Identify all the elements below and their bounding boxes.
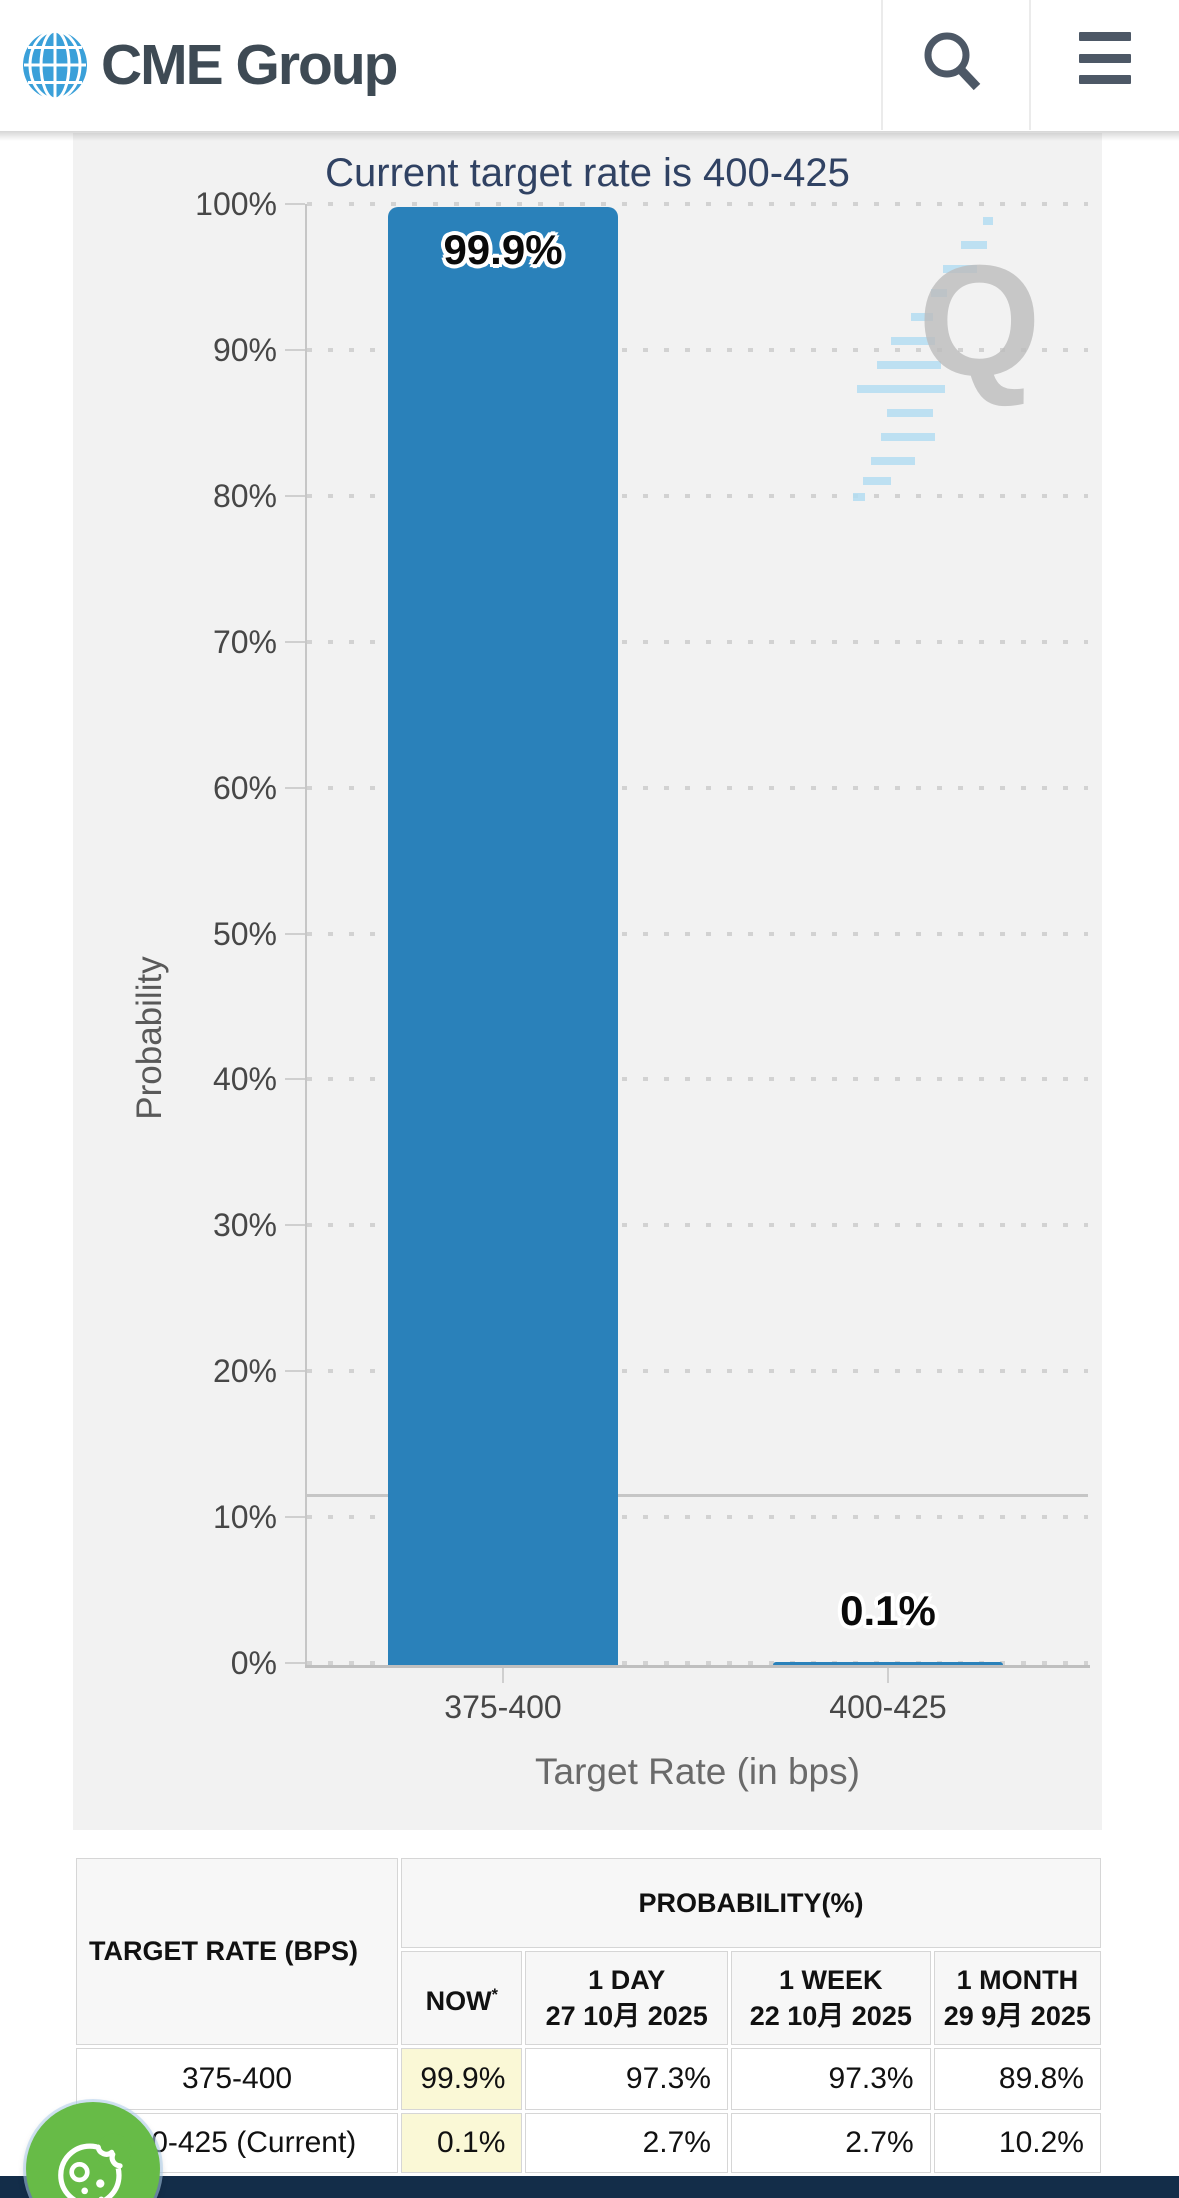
- rate-range-cell: 375-400: [76, 2048, 399, 2110]
- globe-icon: [23, 30, 87, 100]
- column-header-now: NOW*: [401, 1951, 523, 2045]
- bar-375-400[interactable]: [388, 207, 618, 1665]
- column-label: NOW: [425, 1986, 492, 2016]
- y-tick-label: 30%: [212, 1207, 277, 1244]
- column-header-1week: 1 WEEK 22 10月 2025: [730, 1951, 931, 2045]
- column-label: 1 MONTH: [956, 1965, 1079, 1995]
- x-axis-tick: [502, 1668, 504, 1683]
- column-label: 1 WEEK: [779, 1965, 883, 1995]
- y-gridline: [307, 1661, 1088, 1665]
- y-tick-label: 80%: [212, 477, 277, 514]
- table-header-probability: PROBABILITY(%): [401, 1858, 1101, 1948]
- y-axis-tick: [285, 1662, 305, 1664]
- x-category-label: 375-400: [444, 1689, 562, 1725]
- header-shadow: [0, 131, 1179, 141]
- probability-1week-cell: 97.3%: [730, 2048, 931, 2110]
- y-axis-tick: [285, 640, 305, 643]
- y-axis-tick: [285, 1224, 305, 1227]
- menu-button[interactable]: [1072, 28, 1138, 88]
- y-tick-label: 10%: [212, 1499, 277, 1536]
- y-axis-tick: [285, 932, 305, 935]
- app-header: CME Group: [0, 0, 1179, 131]
- y-gridline: [307, 202, 1088, 206]
- y-gridline: [307, 347, 1088, 352]
- search-button[interactable]: [905, 8, 1005, 122]
- bar-value-label: 0.1%: [840, 1587, 936, 1634]
- y-gridline: [307, 1369, 1088, 1374]
- y-tick-label: 100%: [195, 186, 277, 222]
- y-gridline: [307, 785, 1088, 790]
- probability-chart-panel: Current target rate is 400-425 Q: [73, 133, 1102, 1830]
- column-label: 1 DAY: [588, 1965, 666, 1995]
- table-row: 400-425 (Current) 0.1% 2.7% 2.7% 10.2%: [76, 2113, 1101, 2173]
- y-tick-label: 50%: [212, 915, 277, 952]
- y-axis-title: Probability: [130, 956, 169, 1120]
- plot-area: 99.9% 0.1%: [285, 202, 1090, 1683]
- x-axis-tick: [887, 1668, 889, 1683]
- x-category-label: 400-425: [829, 1689, 947, 1725]
- y-axis-tick: [285, 494, 305, 497]
- table-row: 375-400 99.9% 97.3% 97.3% 89.8%: [76, 2048, 1101, 2110]
- y-gridline: [307, 931, 1088, 936]
- x-axis-title: Target Rate (in bps): [535, 1751, 860, 1792]
- column-header-1day: 1 DAY 27 10月 2025: [525, 1951, 728, 2045]
- y-tick-label: 70%: [212, 623, 277, 660]
- column-date: 27 10月 2025: [545, 2001, 708, 2031]
- probability-now-cell: 0.1%: [401, 2113, 523, 2173]
- y-gridline: [307, 493, 1088, 498]
- y-tick-label: 20%: [212, 1353, 277, 1390]
- cookie-consent-widget[interactable]: [26, 2102, 160, 2198]
- probability-1month-cell: 10.2%: [933, 2113, 1101, 2173]
- hamburger-icon: [1079, 32, 1131, 41]
- y-gridline: [307, 1077, 1088, 1082]
- cookie-icon: [58, 2133, 132, 2198]
- y-tick-label: 90%: [212, 331, 277, 368]
- probability-1day-cell: 97.3%: [525, 2048, 728, 2110]
- probability-1month-cell: 89.8%: [933, 2048, 1101, 2110]
- cme-group-logo[interactable]: CME Group: [22, 18, 398, 112]
- y-axis-tick: [285, 786, 305, 789]
- hamburger-icon: [1079, 53, 1131, 63]
- y-gridline: [307, 639, 1088, 644]
- column-date: 22 10月 2025: [749, 2001, 912, 2031]
- table-header-target-rate: TARGET RATE (BPS): [76, 1858, 399, 2045]
- header-divider: [1029, 0, 1031, 130]
- y-axis-tick: [285, 203, 305, 205]
- y-axis-tick: [285, 348, 305, 351]
- now-asterisk: *: [491, 1986, 498, 2004]
- search-icon: [924, 32, 981, 91]
- probability-1week-cell: 2.7%: [730, 2113, 931, 2173]
- y-axis-tick: [285, 1370, 305, 1373]
- column-header-1month: 1 MONTH 29 9月 2025: [933, 1951, 1101, 2045]
- y-axis-line: [305, 204, 307, 1668]
- y-gridline: [307, 1223, 1088, 1228]
- y-tick-label: 0%: [230, 1645, 277, 1681]
- column-date: 29 9月 2025: [943, 2001, 1091, 2031]
- quikstrike-watermark-letter: Q: [918, 233, 1041, 409]
- hamburger-icon: [1079, 75, 1131, 84]
- y-axis-tick: [285, 1516, 305, 1519]
- header-divider: [881, 0, 883, 130]
- bar-400-425[interactable]: [773, 1662, 1003, 1665]
- probability-table: TARGET RATE (BPS) PROBABILITY(%) NOW* 1 …: [73, 1855, 1104, 2176]
- y-gridline: [307, 1515, 1088, 1520]
- probability-1day-cell: 2.7%: [525, 2113, 728, 2173]
- y-tick-label: 60%: [212, 769, 277, 806]
- brand-name: CME Group: [101, 33, 398, 97]
- x-axis-line: [305, 1665, 1090, 1668]
- probability-now-cell: 99.9%: [401, 2048, 523, 2110]
- quikstrike-watermark-dashes: [853, 217, 993, 501]
- y-tick-label: 40%: [212, 1061, 277, 1098]
- bar-value-label: 99.9%: [443, 226, 563, 273]
- chart-title: Current target rate is 400-425: [325, 151, 850, 195]
- y-axis-tick: [285, 1078, 305, 1081]
- reference-line: [307, 1494, 1088, 1498]
- footer-bar: [0, 2176, 1179, 2198]
